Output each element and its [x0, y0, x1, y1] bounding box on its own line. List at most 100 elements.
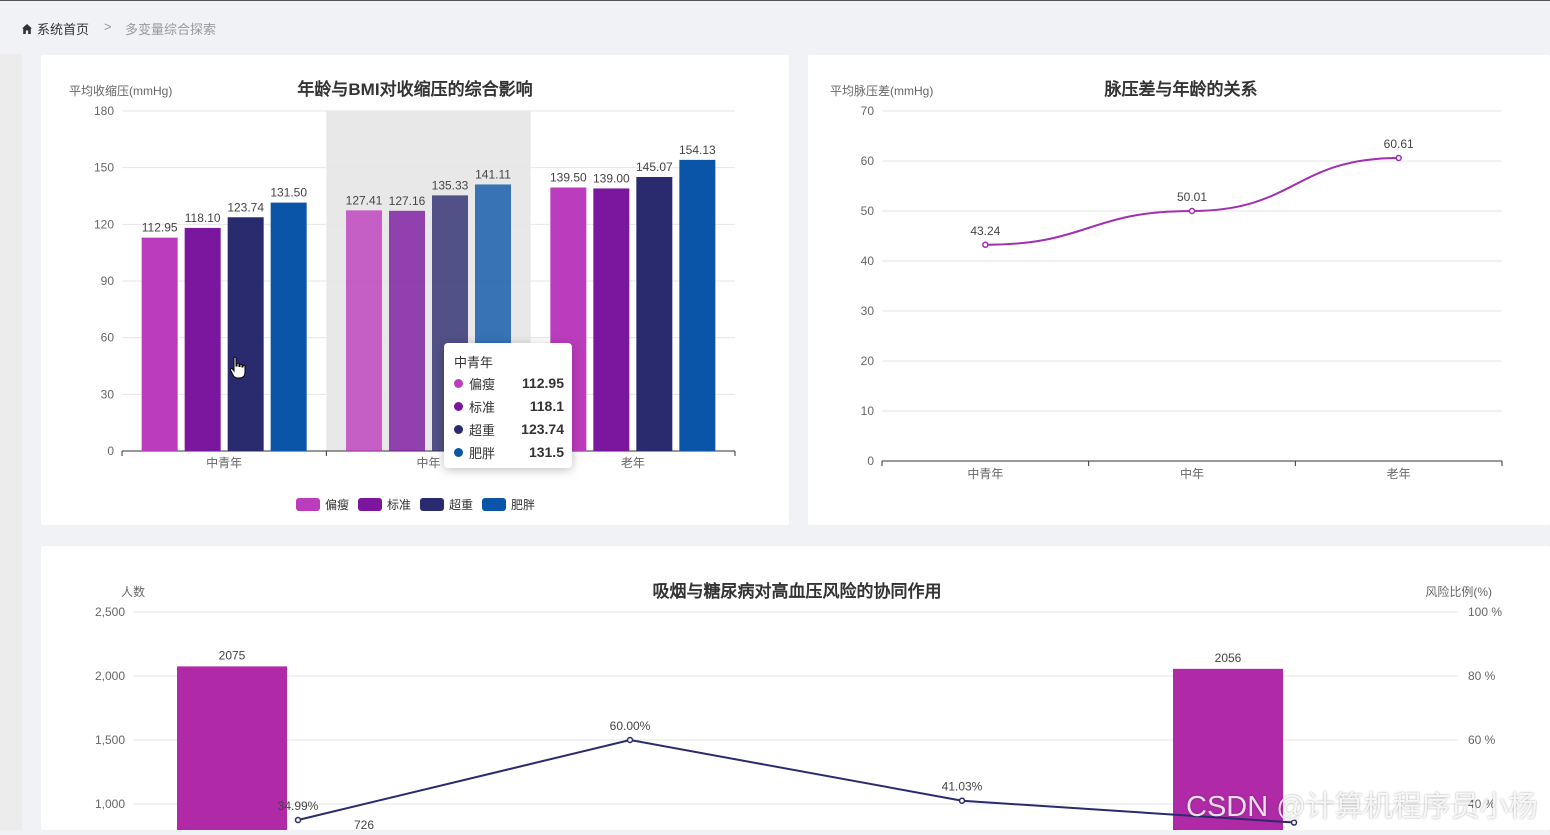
y-left-tick-label: 2,000 — [95, 669, 125, 683]
y-right-axis-label: 风险比例(%) — [1425, 584, 1492, 599]
bar-value-label: 127.16 — [389, 194, 426, 208]
risk-line — [297, 738, 1295, 824]
bar-value-label: 118.10 — [185, 211, 221, 225]
bar — [389, 210, 425, 451]
bar-value-label: 139.50 — [550, 171, 587, 185]
point-value-label: 60.61 — [1384, 137, 1414, 151]
y-tick-label: 30 — [861, 304, 875, 318]
bar-value-label: 141.11 — [475, 167, 511, 181]
x-tick-label: 中年 — [416, 455, 440, 470]
y-tick-label: 60 — [101, 331, 115, 345]
bar-value-label: 112.95 — [142, 221, 178, 235]
tooltip-row: 标准 118.1 — [454, 396, 564, 416]
legend-swatch — [358, 498, 382, 511]
bar — [184, 227, 221, 451]
tooltip-value: 118.1 — [529, 398, 564, 414]
bar-value-label: 145.07 — [636, 160, 673, 174]
risk-point — [294, 816, 302, 824]
y-left-tick-label: 2,500 — [95, 605, 125, 619]
chart-tooltip: 中青年 偏瘦 112.95 标准 118.1 超重 123.74 肥胖 131.5 — [444, 343, 572, 468]
home-icon — [22, 23, 32, 34]
chart-panel-pulse-pressure: 0 10 20 30 40 50 60 70 中青年 中年 老年 43.24 50.01 60.61 脉压差… — [808, 55, 1550, 525]
bar — [141, 237, 178, 451]
y-right-tick-label: 100 % — [1468, 605, 1502, 619]
tooltip-dot — [454, 378, 463, 388]
legend-swatch — [296, 498, 320, 511]
watermark: CSDN @计算机程序员小杨 — [1186, 791, 1538, 823]
tooltip-series-name: 超重 — [469, 422, 496, 438]
hand-cursor-icon — [229, 356, 247, 385]
tooltip-value: 123.74 — [521, 421, 564, 437]
chart-pulse-pressure-age: 0 10 20 30 40 50 60 70 中青年 中年 老年 43.24 50.01 60.61 脉压差… — [830, 79, 1503, 481]
y-tick-label: 20 — [861, 354, 875, 368]
y-right-tick-label: 40 % — [1468, 797, 1496, 811]
bar-value-label: 127.41 — [346, 193, 383, 207]
bar-value-label: 135.33 — [432, 178, 469, 192]
risk-value-label: 34.99% — [278, 799, 319, 813]
bar-value-label: 726 — [354, 818, 374, 830]
bar-value-label: 139.00 — [593, 171, 630, 185]
y-tick-label: 180 — [94, 104, 114, 118]
legend-label: 偏瘦 — [325, 497, 349, 512]
point-value-label: 50.01 — [1177, 190, 1207, 204]
tooltip-row: 偏瘦 112.95 — [454, 373, 564, 393]
tooltip-series-name: 偏瘦 — [469, 376, 496, 392]
y-axis-label: 平均收缩压(mmHg) — [69, 83, 172, 98]
x-tick-label: 老年 — [621, 456, 645, 470]
legend-label: 标准 — [387, 498, 411, 512]
bar-value-label: 2056 — [1215, 651, 1242, 665]
tooltip-dot — [454, 447, 463, 457]
tooltip-title: 中青年 — [454, 355, 494, 370]
bar-value-label: 154.13 — [679, 143, 716, 157]
tooltip-series-name: 肥胖 — [469, 445, 496, 461]
data-point — [1395, 154, 1402, 162]
chart-title: 脉压差与年龄的关系 — [1104, 79, 1258, 99]
data-point — [982, 241, 989, 249]
y-tick-label: 10 — [861, 404, 875, 418]
bar — [636, 176, 673, 451]
x-tick-label: 老年 — [1387, 467, 1411, 481]
tooltip-series-name: 标准 — [469, 399, 496, 415]
chart-panel-smoking-diabetes: 1,000 1,500 2,000 2,500 40 % 60 % 80 % 100 % 207… — [41, 546, 1550, 832]
point-value-label: 43.24 — [970, 224, 1000, 238]
chart-title: 吸烟与糖尿病对高血压风险的协同作用 — [653, 581, 942, 601]
legend-label: 肥胖 — [511, 498, 535, 512]
risk-point — [958, 797, 966, 804]
bar-value-label: 2075 — [219, 648, 246, 662]
risk-value-label: 60.00% — [610, 719, 651, 733]
bar — [346, 210, 382, 451]
chart-panel-age-bmi: 0 30 60 90 120 150 180 中青年 中年 老年 112.95 118.10 123.7… — [41, 55, 789, 525]
y-tick-label: 40 — [861, 254, 875, 268]
tooltip-row: 超重 123.74 — [454, 419, 564, 439]
bar — [227, 217, 264, 451]
x-tick-label: 中年 — [1180, 466, 1204, 481]
risk-point — [1290, 819, 1298, 826]
legend-swatch — [482, 498, 506, 511]
tooltip-value: 131.5 — [528, 444, 564, 460]
chart-smoking-diabetes-risk: 1,000 1,500 2,000 2,500 40 % 60 % 80 % 100 % 207… — [95, 581, 1502, 832]
tooltip-dot — [454, 401, 463, 411]
y-tick-label: 120 — [94, 217, 114, 231]
y-tick-label: 30 — [101, 387, 115, 401]
bar-value-label: 131.50 — [270, 186, 307, 200]
legend-swatch — [420, 498, 444, 511]
y-tick-label: 0 — [867, 454, 874, 468]
tooltip-value: 112.95 — [521, 375, 564, 391]
bar — [679, 159, 716, 452]
risk-point — [626, 736, 634, 744]
sidebar-edge — [0, 54, 22, 830]
y-tick-label: 150 — [94, 161, 114, 175]
y-left-tick-label: 1,500 — [95, 733, 125, 747]
y-right-tick-label: 80 % — [1468, 669, 1496, 683]
breadcrumb: 系统首页 > 多变量综合探索 — [0, 0, 1550, 54]
breadcrumb-home-link[interactable]: 系统首页 — [21, 19, 89, 38]
risk-value-label: 41.03% — [942, 780, 983, 794]
y-tick-label: 70 — [861, 104, 875, 118]
y-tick-label: 0 — [107, 444, 114, 458]
data-point — [1188, 207, 1196, 215]
y-tick-label: 50 — [861, 204, 875, 218]
legend-label: 超重 — [449, 497, 473, 512]
y-right-tick-label: 60 % — [1468, 733, 1496, 747]
breadcrumb-home-label: 系统首页 — [37, 22, 90, 37]
